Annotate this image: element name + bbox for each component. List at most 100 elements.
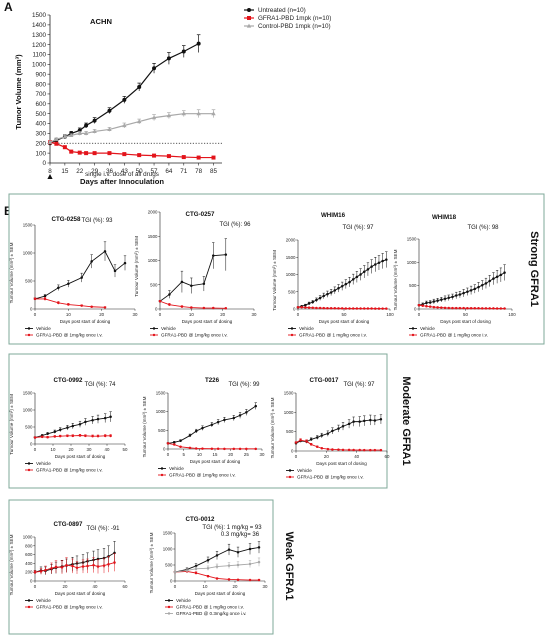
data-point (359, 273, 362, 276)
legend-label: GFRA1-PBD @ 0.3mg/kg once i.v. (176, 611, 246, 616)
data-point (103, 306, 107, 309)
data-point (107, 151, 112, 156)
legend-label: Vehicle (36, 598, 51, 603)
x-tick-label: 60 (123, 584, 128, 589)
y-tick-label: 1000 (148, 258, 158, 263)
y-tick-label: 500 (165, 563, 173, 568)
legend-marker (167, 605, 171, 609)
x-tick-label: 8 (48, 168, 52, 175)
y-tick-label: 1500 (407, 237, 417, 242)
series-red (173, 569, 261, 582)
y-tick-label: 400 (35, 121, 46, 128)
x-axis-label: Days post start of dosing (55, 591, 106, 596)
data-point (188, 434, 192, 437)
data-point (245, 447, 248, 451)
legend-entry: GFRA1-PBD @ 1mg/kg once i.v. (286, 475, 364, 480)
x-tick-label: 85 (210, 168, 218, 175)
legend-label: GFRA1-PBD @ 1mg/kg once i.v. (169, 473, 236, 478)
data-point (137, 153, 142, 158)
series-black (173, 541, 261, 574)
y-tick-label: 1200 (32, 42, 47, 49)
data-point (300, 306, 303, 309)
y-tick-label: 1500 (156, 391, 166, 396)
data-point (304, 306, 307, 309)
x-axis-label: Days post start of dosing (60, 319, 111, 324)
data-point (499, 307, 503, 310)
x-tick-label: 30 (252, 312, 257, 317)
legend-label: GFRA1-PBD 1mpk (n=10) (258, 15, 331, 22)
data-point (190, 284, 193, 287)
data-point (122, 152, 127, 157)
y-tick-label: 1500 (23, 391, 33, 396)
data-point (92, 129, 97, 134)
tgi-label: TGI (%): 99 (228, 382, 260, 388)
x-tick-label: 10 (66, 312, 71, 317)
data-point (54, 565, 58, 569)
x-tick-label: 40 (93, 584, 98, 589)
data-point (351, 278, 355, 281)
legend-marker (152, 327, 156, 330)
legend-entry: Vehicle (288, 326, 314, 331)
y-tick-label: 0 (42, 160, 46, 167)
data-point (484, 307, 488, 310)
data-point (107, 563, 110, 566)
legend-label: GFRA1-PBD @ 1 mg/kg once i.v. (299, 333, 367, 338)
data-point (440, 306, 443, 309)
data-point (90, 305, 93, 309)
legend-marker (152, 333, 156, 337)
data-point (215, 565, 219, 568)
legend-marker (247, 16, 251, 20)
x-tick-label: 71 (180, 168, 188, 175)
data-point (326, 306, 329, 310)
data-point (96, 434, 100, 438)
x-tick-label: 20 (220, 312, 225, 317)
data-point (122, 123, 127, 128)
x-tick-label: 0 (34, 312, 37, 317)
x-tick-label: 10 (51, 447, 56, 452)
y-tick-label: 400 (25, 561, 33, 566)
x-tick-label: 20 (63, 584, 68, 589)
data-point (180, 305, 184, 308)
y-tick-label: 800 (35, 81, 46, 88)
data-point (340, 307, 344, 310)
data-point (326, 447, 330, 451)
tgi-label: TGI (%): 97 (342, 225, 374, 231)
legend-label: Vehicle (36, 326, 51, 331)
legend-marker (27, 333, 31, 337)
data-point (428, 301, 432, 304)
data-point (84, 123, 89, 128)
data-point (307, 306, 311, 309)
y-tick-label: 300 (35, 131, 46, 138)
data-point (358, 420, 361, 423)
x-axis-label: Days post start of dosing (190, 459, 241, 464)
data-point (329, 291, 333, 294)
y-axis-label: Tumour Volume (mm³) ± SEM (149, 532, 154, 593)
data-point (329, 307, 333, 310)
data-point (344, 282, 348, 286)
data-point (109, 434, 112, 438)
data-point (432, 305, 436, 309)
data-point (425, 304, 428, 308)
data-point (43, 297, 47, 301)
data-point (57, 301, 60, 305)
data-point (196, 155, 201, 160)
data-point (447, 296, 451, 300)
y-tick-label: 1000 (23, 251, 33, 256)
data-point (43, 294, 47, 298)
data-point (212, 254, 215, 257)
data-point (216, 447, 220, 451)
data-point (201, 447, 204, 450)
data-point (322, 306, 326, 310)
legend-entry: GFRA1-PBD 1mpk (n=10) (244, 15, 331, 22)
data-point (212, 306, 215, 310)
data-point (488, 307, 491, 310)
legend-entry: Vehicle (158, 466, 184, 471)
data-point (211, 111, 216, 116)
x-tick-label: 0 (418, 312, 421, 317)
data-point (181, 49, 186, 54)
y-tick-label: 500 (286, 429, 294, 434)
legend-marker (290, 333, 294, 337)
data-point (71, 424, 75, 428)
tgi-label: TGI (%): 74 (84, 382, 116, 388)
